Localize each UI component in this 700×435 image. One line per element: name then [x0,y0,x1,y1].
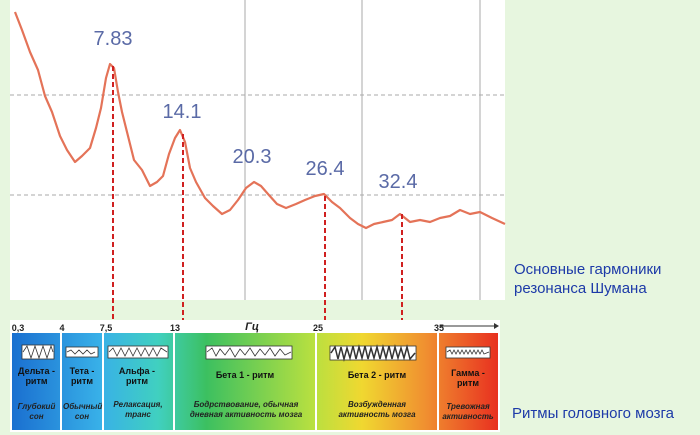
band-description: Глубокий сон [17,402,56,421]
arrow-head [494,323,499,329]
scale-mark: 7,5 [99,323,113,333]
scale-mark: 13 [169,323,181,333]
band-name: Альфа - ритм [118,366,156,386]
peak-guides [112,66,403,333]
band-description: Тревожная активность [442,402,494,421]
band-name: Тета - ритм [69,366,95,386]
band-name: Бета 1 - ритм [215,370,275,380]
band-description: Возбужденная активность мозга [338,400,416,419]
peak-label: 26.4 [305,158,345,180]
scale-mark: 25 [312,323,324,333]
wave-icons [21,344,491,362]
rhythms-caption: Ритмы головного мозга [512,405,675,422]
band-name: Бета 2 - ритм [347,370,407,380]
grid [10,0,505,300]
band-name: Гамма - ритм [451,368,485,388]
scale-mark: 0,3 [11,323,25,333]
peak-label: 14.1 [162,101,202,123]
band-description: Релаксация, транс [113,400,163,419]
band-name: Дельта - ритм [18,366,55,386]
scale-mark: 4 [59,323,65,333]
band-description: Бодрствование, обычная дневная активност… [189,400,303,419]
band-description: Обычный сон [63,402,103,421]
spectrum-curve [13,11,506,230]
scale-mark: 35 [433,323,445,333]
harmonics-caption: Основные гармоники резонанса Шумана [514,261,662,297]
peak-label: 32.4 [378,171,418,193]
band-separators [60,333,439,430]
plot-area [10,0,505,300]
peak-label: 7.83 [93,28,133,50]
peak-label: 20.3 [232,146,272,168]
scale-unit: Гц [245,321,259,333]
